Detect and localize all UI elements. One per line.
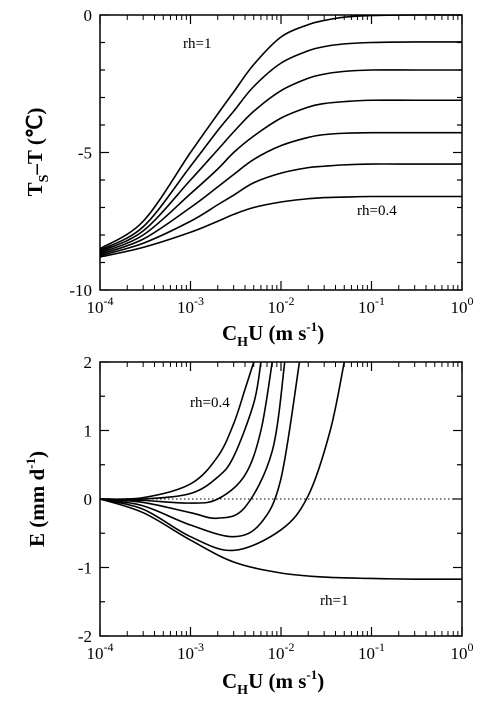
top-series-line-4 [99, 99, 462, 254]
bottom-x-tick-label: 10-1 [358, 640, 385, 663]
top-x-tick-label: 10-3 [177, 294, 204, 317]
top-ticks [99, 14, 463, 291]
top-x-tick-label: 100 [451, 294, 474, 317]
bottom-series-line-4 [99, 361, 286, 520]
bottom-y-tick-label: -2 [78, 627, 92, 646]
top-annotation-rh-0-4: rh=0.4 [357, 203, 397, 219]
bottom-x-axis-title: CHU (m s-1) [222, 667, 324, 698]
bottom-series-line-2 [99, 361, 262, 501]
top-x-tick-label: 10-2 [268, 294, 295, 317]
bottom-series-line-6 [99, 361, 346, 552]
top-y-tick-label: 0 [84, 6, 93, 25]
top-y-tick-label: -5 [78, 144, 92, 163]
bottom-series-line-1 [99, 361, 255, 500]
bottom-annotation-rh-0-4: rh=0.4 [190, 395, 230, 411]
top-series-line-2 [99, 41, 463, 251]
top-series-line-5 [99, 131, 462, 256]
bottom-series-line-7 [99, 498, 463, 580]
top-series-line-1 [99, 14, 463, 250]
top-tick-labels: 10-4 10-3 10-2 10-1 100 0 -5 -10 [69, 6, 473, 317]
top-annotation-rh-1: rh=1 [183, 36, 211, 52]
bottom-x-tick-label: 10-3 [177, 640, 204, 663]
bottom-x-tick-label: 100 [451, 640, 474, 663]
top-plot-frame [99, 14, 463, 291]
bottom-curves [99, 361, 463, 580]
top-series-line-3 [99, 69, 462, 253]
top-x-axis-title: CHU (m s-1) [222, 319, 324, 350]
bottom-y-axis-title: E (mm d-1) [23, 451, 49, 547]
bottom-y-tick-label: 2 [84, 353, 93, 372]
top-y-tick-label: -10 [69, 281, 92, 300]
top-curves [99, 14, 463, 258]
bottom-y-tick-label: 1 [84, 422, 93, 441]
bottom-series-line-5 [99, 361, 301, 538]
top-x-tick-label: 10-4 [87, 294, 114, 317]
bottom-annotation-rh-1: rh=1 [320, 593, 348, 609]
bottom-x-tick-label: 10-4 [87, 640, 114, 663]
top-series-line-7 [99, 195, 462, 258]
bottom-series-line-3 [99, 361, 274, 504]
bottom-y-tick-label: 0 [84, 490, 93, 509]
bottom-ticks [99, 361, 463, 637]
top-y-axis-title: TS–T (℃) [23, 108, 52, 197]
top-series-line-6 [99, 163, 462, 257]
bottom-y-tick-label: -1 [78, 559, 92, 578]
top-chart: 10-4 10-3 10-2 10-1 100 0 -5 -10 rh=1 rh=0.4 CH… [23, 6, 474, 350]
bottom-x-tick-label: 10-2 [268, 640, 295, 663]
top-x-tick-label: 10-1 [358, 294, 385, 317]
